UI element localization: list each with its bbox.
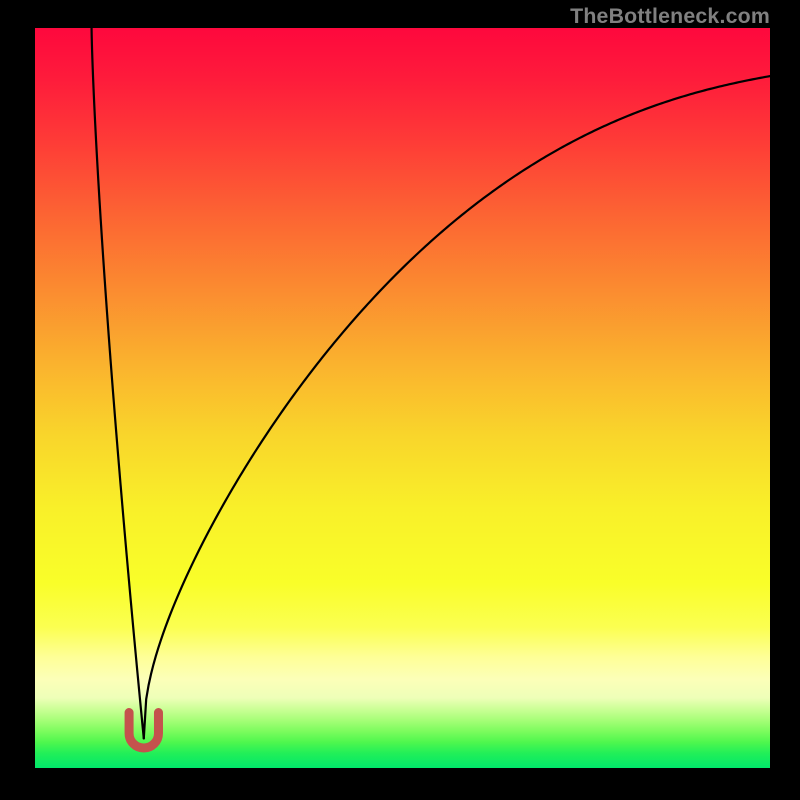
gradient-background [35, 28, 770, 768]
chart-stage: TheBottleneck.com [0, 0, 800, 800]
bottleneck-chart [35, 28, 770, 768]
watermark-text: TheBottleneck.com [570, 4, 770, 29]
